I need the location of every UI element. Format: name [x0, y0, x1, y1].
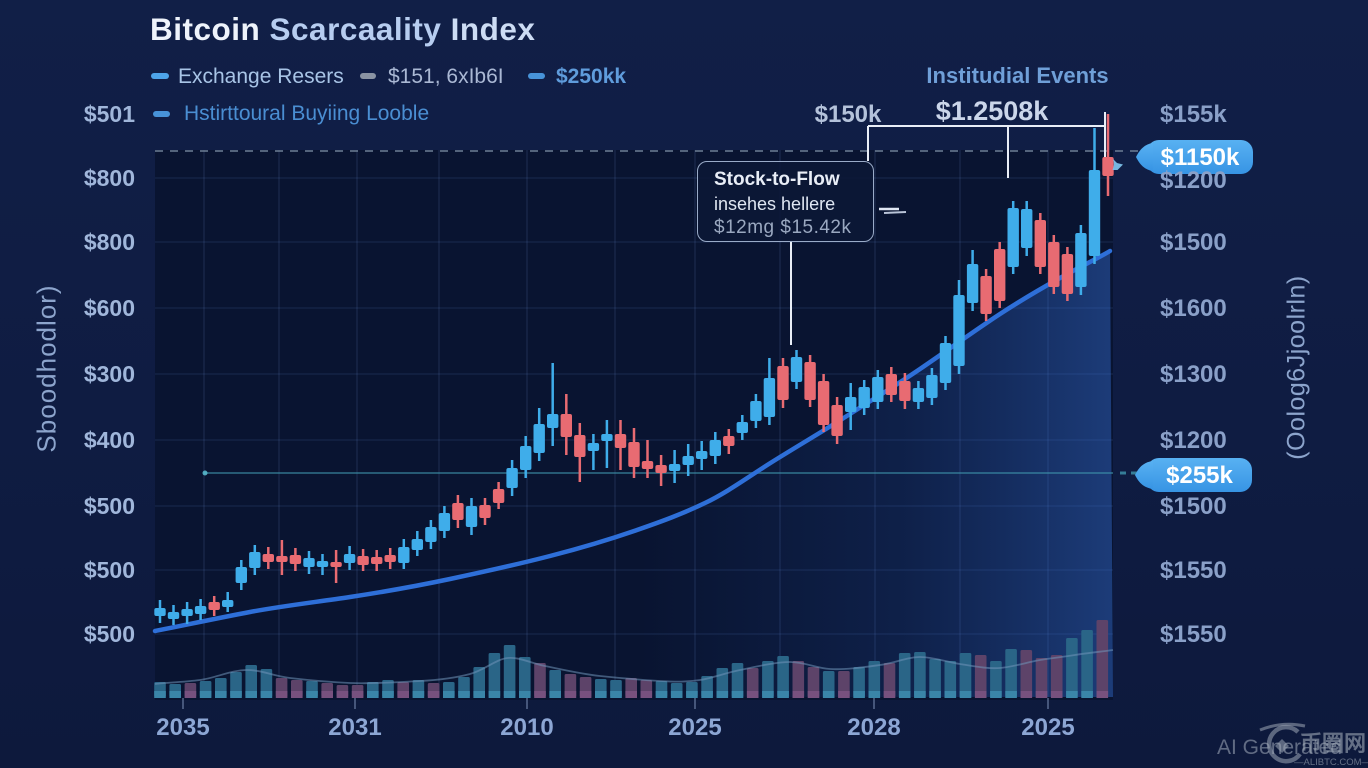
svg-text:币圈网: 币圈网 [1300, 731, 1366, 756]
svg-text:—ALIBTC.COM—: —ALIBTC.COM— [1294, 757, 1368, 768]
